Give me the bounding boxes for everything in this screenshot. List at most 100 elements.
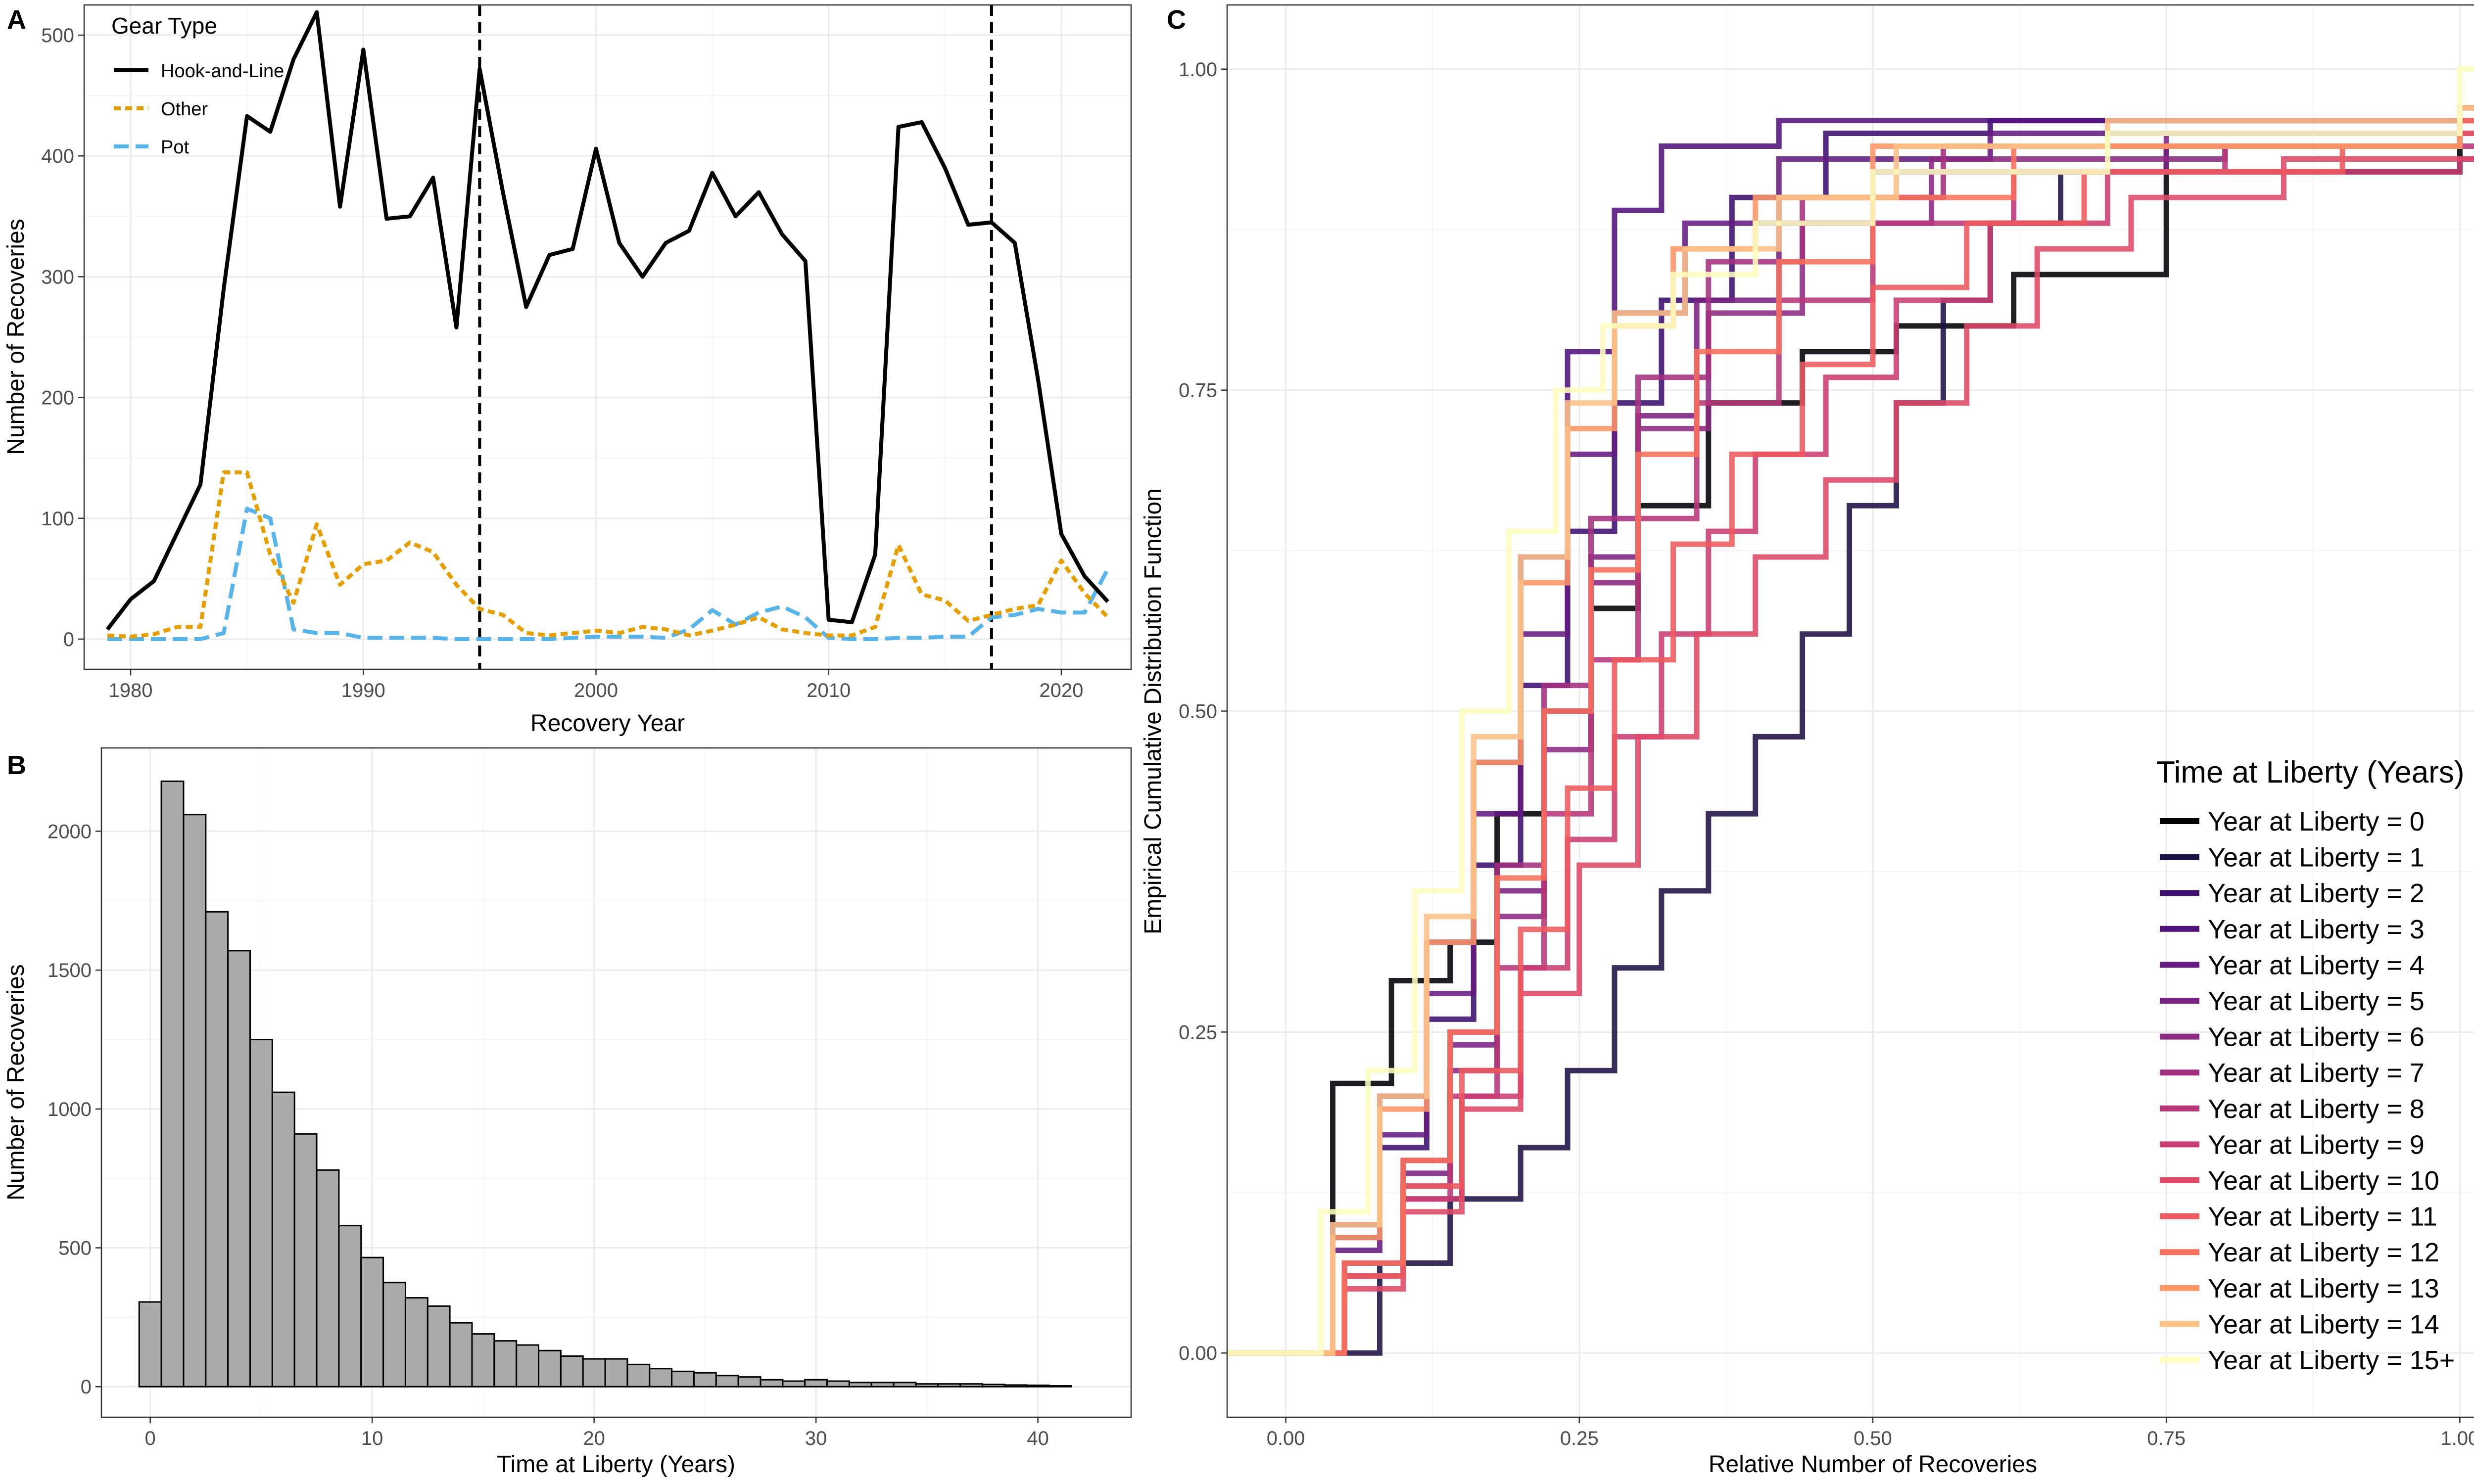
- y-tick-label: 0.25: [1179, 1021, 1217, 1043]
- histogram-bar: [715, 1375, 739, 1388]
- panel-a-frame: [83, 4, 1132, 670]
- legend-label: Year at Liberty = 14: [2208, 1309, 2439, 1339]
- x-tick-label: 0.75: [2147, 1428, 2186, 1449]
- legend-label: Year at Liberty = 3: [2208, 915, 2425, 944]
- histogram-bar: [249, 1038, 273, 1388]
- legend-label: Year at Liberty = 13: [2208, 1274, 2439, 1303]
- panel-a: A 1980 1990 2000 2010 2020 0100200300400500 …: [3, 4, 1132, 737]
- panel-c-y-ticks: 0.00 0.25 0.50 0.75 1.00: [1179, 59, 1227, 1364]
- series-line-hook-and-line: [105, 10, 1109, 631]
- legend-label: Year at Liberty = 6: [2208, 1022, 2425, 1052]
- histogram-bar: [649, 1368, 673, 1388]
- y-tick-label: 400: [41, 145, 74, 167]
- legend-label: Year at Liberty = 1: [2208, 843, 2425, 873]
- legend-label: Year at Liberty = 11: [2208, 1202, 2437, 1232]
- panel-c-y-axis-title: Empirical Cumulative Distribution Functi…: [1140, 488, 1166, 934]
- histogram-bar: [493, 1340, 518, 1388]
- histogram-bar: [1003, 1384, 1028, 1388]
- histogram-bar: [360, 1256, 384, 1388]
- legend-label: Year at Liberty = 8: [2208, 1094, 2425, 1124]
- histogram-bar: [937, 1383, 961, 1388]
- panel-b-y-axis-title: Number of Recoveries: [3, 964, 29, 1201]
- ecdf-step-line-15: [1227, 66, 2474, 1356]
- panel-a-reference-lines: [478, 5, 993, 669]
- legend-label: Year at Liberty = 12: [2208, 1238, 2439, 1267]
- y-tick-label: 300: [41, 266, 74, 288]
- histogram-bar: [893, 1382, 917, 1388]
- y-tick-label: 1500: [48, 960, 92, 981]
- x-tick-label: 0: [145, 1428, 156, 1449]
- histogram-bar: [737, 1376, 761, 1388]
- histogram-bar: [671, 1370, 695, 1388]
- series-line-other: [107, 470, 1109, 639]
- x-tick-label: 1.00: [2440, 1428, 2474, 1449]
- histogram-bar: [382, 1282, 406, 1388]
- panel-b-y-ticks: 0 500 1000 1500 2000: [48, 821, 101, 1398]
- y-tick-label: 0.00: [1179, 1343, 1217, 1364]
- y-tick-label: 500: [58, 1238, 92, 1259]
- y-tick-label: 2000: [48, 821, 92, 842]
- histogram-bar: [138, 1301, 162, 1388]
- legend-label: Year at Liberty = 5: [2208, 986, 2425, 1016]
- x-tick-label: 1980: [109, 680, 153, 701]
- panel-c-label: C: [1167, 5, 1186, 35]
- y-tick-label: 100: [41, 508, 74, 530]
- y-tick-label: 0: [81, 1376, 92, 1398]
- x-tick-label: 40: [1027, 1428, 1049, 1449]
- panel-a-label: A: [7, 5, 26, 35]
- y-tick-label: 1.00: [1179, 59, 1217, 81]
- histogram-bar: [271, 1091, 295, 1388]
- histogram-bar: [160, 780, 185, 1388]
- x-tick-label: 2010: [807, 680, 851, 701]
- panel-a-legend-title: Gear Type: [111, 13, 217, 39]
- histogram-bar: [582, 1358, 606, 1388]
- x-tick-label: 0.00: [1267, 1428, 1305, 1449]
- panel-a-x-axis-title: Recovery Year: [530, 710, 685, 737]
- histogram-bar: [316, 1169, 340, 1388]
- histogram-bar: [626, 1363, 651, 1388]
- histogram-bar: [826, 1380, 850, 1388]
- y-tick-label: 1000: [48, 1099, 92, 1120]
- histogram-bar: [870, 1382, 895, 1388]
- ecdf-step-line-14: [1227, 105, 2474, 1356]
- histogram-bar: [516, 1344, 540, 1388]
- histogram-bar: [205, 911, 229, 1388]
- x-tick-label: 2020: [1039, 680, 1083, 701]
- histogram-bar: [471, 1333, 495, 1388]
- legend-label: Year at Liberty = 2: [2208, 879, 2425, 908]
- panel-c-x-axis-title: Relative Number of Recoveries: [1709, 1451, 2037, 1478]
- histogram-bar: [1048, 1385, 1072, 1388]
- ecdf-step-line-10: [1227, 156, 2474, 1356]
- histogram-bar: [982, 1384, 1005, 1388]
- legend-label: Other: [161, 99, 208, 120]
- panel-b-frame: [100, 747, 1132, 1418]
- x-tick-label: 20: [583, 1428, 605, 1449]
- panel-a-legend: Gear Type Hook-and-Line Other Pot: [111, 13, 284, 158]
- histogram-bar: [293, 1133, 318, 1388]
- panel-c-series: [1227, 66, 2474, 1356]
- histogram-bar: [915, 1383, 939, 1388]
- legend-label: Year at Liberty = 9: [2208, 1130, 2425, 1159]
- ecdf-step-line-1: [1227, 105, 2474, 1356]
- panel-a-gridlines: [84, 5, 1131, 669]
- legend-label: Year at Liberty = 10: [2208, 1166, 2439, 1196]
- histogram-bar: [404, 1297, 428, 1388]
- series-line-pot: [107, 507, 1110, 641]
- panel-b-label: B: [7, 750, 26, 780]
- histogram-bar: [782, 1380, 806, 1388]
- panel-b-x-axis-title: Time at Liberty (Years): [497, 1451, 735, 1478]
- x-tick-label: 0.50: [1854, 1428, 1892, 1449]
- histogram-bar: [848, 1382, 872, 1388]
- histogram-bar: [604, 1358, 628, 1388]
- panel-a-y-ticks: 0 100 200 300 400 500: [41, 25, 84, 650]
- histogram-bar: [760, 1379, 784, 1388]
- histogram-bar: [427, 1305, 451, 1388]
- legend-label: Year at Liberty = 4: [2208, 950, 2425, 980]
- histogram-bar: [183, 814, 207, 1388]
- histogram-bar: [959, 1383, 984, 1388]
- y-tick-label: 0: [63, 629, 74, 650]
- y-tick-label: 0.50: [1179, 701, 1217, 723]
- panel-b-x-ticks: 0 10 20 30 40: [145, 1417, 1049, 1449]
- panel-a-x-ticks: 1980 1990 2000 2010 2020: [109, 669, 1083, 701]
- histogram-bar: [560, 1355, 584, 1388]
